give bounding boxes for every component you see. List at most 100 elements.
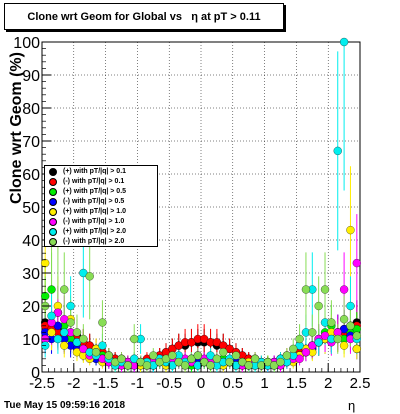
legend-entry: (-) with pT/|q| > 0.5 bbox=[45, 197, 157, 207]
data-point bbox=[308, 328, 317, 337]
legend-label: (+) with pT/|q| > 0.1 bbox=[63, 168, 127, 175]
data-point bbox=[263, 357, 272, 367]
legend-marker bbox=[49, 228, 57, 236]
data-point bbox=[79, 344, 88, 354]
y-tick-label: 70 bbox=[22, 134, 40, 151]
data-point bbox=[231, 361, 241, 370]
data-point bbox=[168, 361, 177, 370]
data-point bbox=[60, 328, 69, 337]
data-point bbox=[60, 285, 69, 294]
legend-label: (-) with pT/|q| > 0.5 bbox=[63, 198, 125, 205]
data-point bbox=[219, 348, 228, 357]
data-point bbox=[98, 341, 107, 350]
data-point bbox=[174, 357, 183, 367]
data-point bbox=[212, 354, 222, 363]
data-point bbox=[53, 321, 63, 330]
x-tick-label: 0 bbox=[197, 375, 205, 392]
data-point bbox=[47, 285, 56, 294]
data-point bbox=[295, 334, 304, 344]
legend-marker bbox=[49, 188, 57, 196]
x-tick-label: -2.5 bbox=[29, 375, 55, 392]
legend-label: (+) with pT/|q| > 2.0 bbox=[63, 228, 127, 235]
data-point bbox=[110, 357, 120, 367]
legend-marker bbox=[49, 198, 57, 206]
legend-marker bbox=[49, 238, 57, 246]
y-tick-label: 60 bbox=[22, 167, 40, 184]
x-tick-label: -1 bbox=[131, 375, 144, 392]
x-tick-label: 0.5 bbox=[222, 375, 243, 392]
data-point bbox=[60, 341, 69, 350]
data-point bbox=[314, 301, 323, 311]
data-point bbox=[200, 334, 209, 344]
y-tick-label: 0 bbox=[31, 365, 40, 382]
data-point bbox=[72, 348, 82, 357]
legend-label: (+) with pT/|q| > 0.5 bbox=[63, 188, 127, 195]
data-point bbox=[225, 357, 234, 367]
data-point bbox=[206, 351, 215, 360]
data-point bbox=[346, 301, 355, 311]
legend-label: (-) with pT/|q| > 2.0 bbox=[63, 238, 125, 245]
data-point bbox=[212, 338, 222, 347]
data-point bbox=[352, 258, 361, 268]
data-point bbox=[250, 354, 260, 363]
x-tick-label: 2 bbox=[324, 375, 332, 392]
data-point bbox=[161, 354, 171, 363]
legend-entry: (+) with pT/|q| > 0.1 bbox=[45, 167, 157, 177]
data-point bbox=[276, 357, 285, 367]
data-point bbox=[231, 351, 241, 360]
data-point bbox=[136, 357, 145, 367]
data-point bbox=[193, 351, 202, 360]
data-point bbox=[53, 334, 63, 344]
legend-entry: (+) with pT/|q| > 0.5 bbox=[45, 187, 157, 197]
legend: (+) with pT/|q| > 0.1 (-) with pT/|q| > 0… bbox=[44, 165, 158, 247]
data-point bbox=[104, 351, 113, 360]
y-tick-label: 40 bbox=[22, 233, 40, 250]
data-point bbox=[200, 357, 209, 367]
data-point bbox=[53, 308, 63, 317]
y-tick-label: 50 bbox=[22, 200, 40, 217]
x-tick-label: -1.5 bbox=[93, 375, 119, 392]
legend-marker bbox=[49, 208, 57, 216]
legend-entry: (-) with pT/|q| > 2.0 bbox=[45, 237, 157, 247]
data-point bbox=[327, 318, 336, 327]
x-tick-label: 1 bbox=[260, 375, 268, 392]
data-point bbox=[333, 334, 342, 344]
y-tick-label: 20 bbox=[22, 299, 40, 316]
data-point bbox=[225, 344, 234, 354]
y-tick-label: 80 bbox=[22, 101, 40, 118]
data-point bbox=[130, 334, 139, 344]
data-point bbox=[149, 351, 158, 360]
data-point bbox=[320, 331, 330, 340]
data-point bbox=[339, 37, 349, 47]
data-point bbox=[85, 272, 94, 281]
data-point bbox=[206, 361, 215, 370]
legend-label: (-) with pT/|q| > 0.1 bbox=[63, 178, 125, 185]
data-point bbox=[193, 361, 202, 370]
data-point bbox=[79, 268, 88, 278]
data-point bbox=[72, 338, 82, 347]
x-tick-label: 1.5 bbox=[286, 375, 307, 392]
legend-label: (+) with pT/|q| > 1.0 bbox=[63, 208, 127, 215]
data-point bbox=[295, 354, 304, 363]
data-point bbox=[346, 225, 355, 235]
data-point bbox=[339, 315, 349, 324]
data-point bbox=[41, 291, 50, 301]
data-point bbox=[168, 351, 177, 360]
data-point bbox=[187, 354, 196, 363]
data-point bbox=[346, 321, 355, 330]
data-point bbox=[98, 318, 107, 327]
data-point bbox=[117, 354, 126, 363]
data-point bbox=[47, 328, 56, 337]
data-point bbox=[269, 361, 279, 370]
data-point bbox=[339, 324, 349, 334]
data-point bbox=[333, 146, 342, 156]
legend-marker bbox=[49, 178, 57, 186]
y-tick-label: 90 bbox=[22, 68, 40, 85]
data-point bbox=[60, 315, 69, 324]
data-point bbox=[352, 331, 361, 340]
data-point bbox=[289, 344, 298, 354]
data-point bbox=[72, 328, 82, 337]
legend-marker bbox=[49, 168, 57, 176]
data-point bbox=[142, 361, 152, 370]
